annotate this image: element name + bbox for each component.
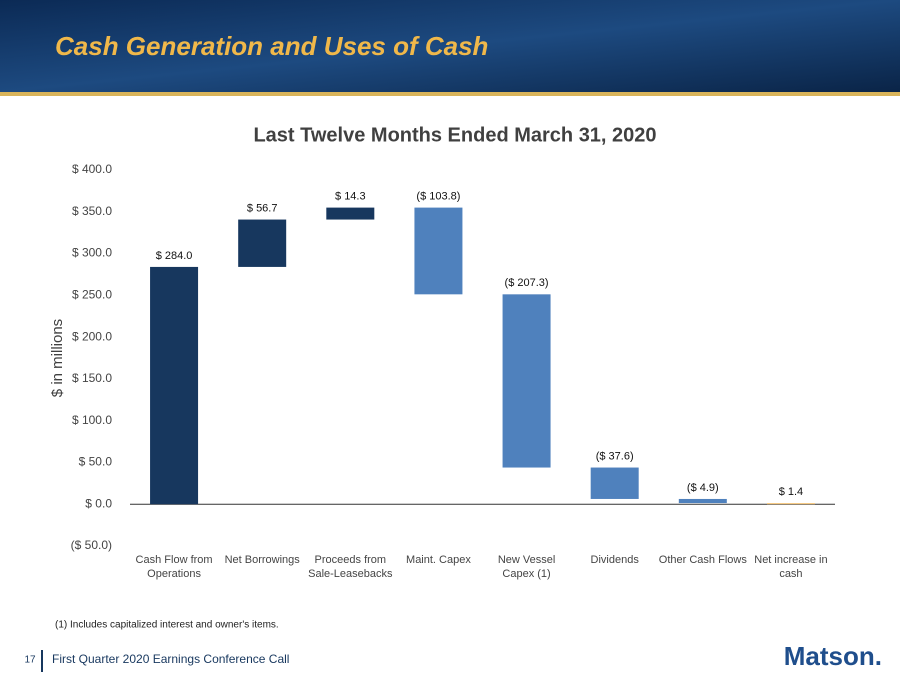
y-tick-label: $ 350.0 [72, 204, 112, 218]
slide-title: Cash Generation and Uses of Cash [55, 31, 488, 61]
y-tick-label: $ 200.0 [72, 329, 112, 343]
bar [678, 498, 727, 504]
x-tick-label: New Vessel Capex (1) [497, 554, 556, 580]
y-tick-label: $ 400.0 [72, 162, 112, 176]
value-label: $ 1.4 [779, 486, 803, 498]
banner-rule [0, 92, 900, 96]
value-label: ($ 103.8) [416, 191, 460, 203]
y-tick-label: $ 250.0 [72, 288, 112, 302]
bar [238, 219, 287, 267]
logo: Matson. [784, 641, 882, 671]
x-tick-label: Proceeds from Sale-Leasebacks [308, 554, 393, 580]
page-number: 17 [24, 655, 36, 666]
x-tick-label: Maint. Capex [406, 554, 471, 566]
y-tick-label: $ 150.0 [72, 371, 112, 385]
y-axis-label: $ in millions [49, 319, 66, 397]
y-tick-label: ($ 50.0) [71, 538, 112, 552]
banner [0, 0, 900, 92]
x-tick-label: Cash Flow from Operations [135, 554, 213, 580]
bar [326, 207, 375, 220]
value-label: ($ 207.3) [505, 277, 549, 289]
bar [414, 207, 463, 295]
bar [590, 467, 639, 499]
y-tick-label: $ 300.0 [72, 246, 112, 260]
footer-text: First Quarter 2020 Earnings Conference C… [52, 652, 289, 666]
y-tick-label: $ 50.0 [79, 455, 113, 469]
value-label: $ 14.3 [335, 191, 366, 203]
chart-title: Last Twelve Months Ended March 31, 2020 [253, 124, 656, 146]
x-tick-label: Net Borrowings [224, 554, 300, 566]
value-label: ($ 4.9) [687, 482, 719, 494]
y-tick-label: $ 0.0 [85, 496, 112, 510]
value-label: $ 56.7 [247, 202, 278, 214]
footnote: (1) Includes capitalized interest and ow… [55, 620, 279, 631]
x-tick-label: Dividends [590, 554, 639, 566]
bar [150, 266, 199, 505]
y-tick-label: $ 100.0 [72, 413, 112, 427]
value-label: ($ 37.6) [596, 450, 634, 462]
value-label: $ 284.0 [156, 250, 193, 262]
x-tick-label: Net increase in cash [754, 554, 828, 580]
x-tick-label: Other Cash Flows [658, 554, 747, 566]
bar [502, 294, 551, 468]
bar [766, 503, 815, 505]
